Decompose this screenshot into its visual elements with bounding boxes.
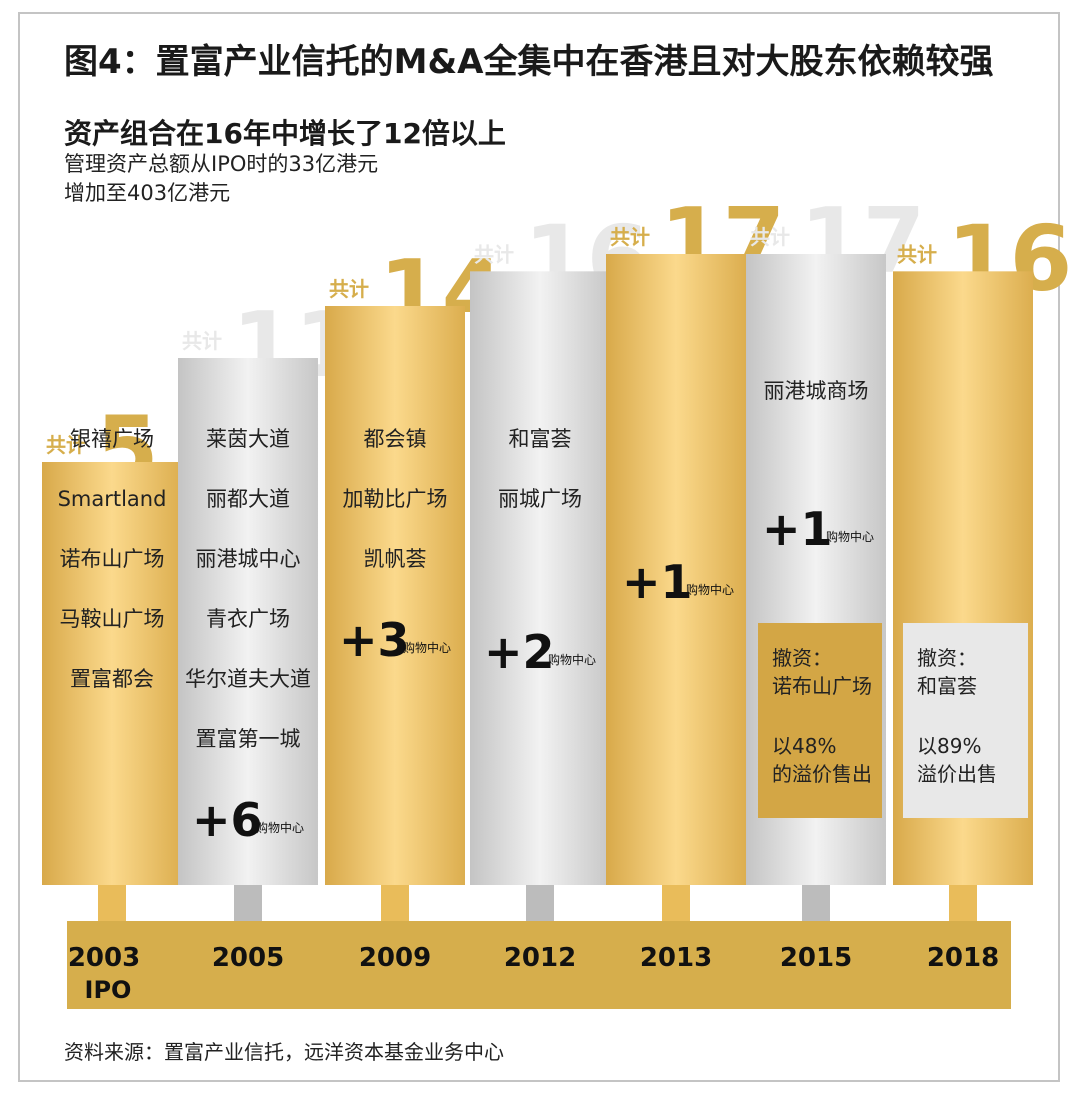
change-value-2013: +1	[622, 555, 693, 609]
axis-sublabel-2003: IPO	[85, 976, 132, 1004]
divest-text: 以89%	[917, 734, 981, 758]
change-value-2012: +2	[484, 625, 555, 679]
chart-title: 图4：置富产业信托的M&A全集中在香港且对大股东依赖较强	[64, 42, 994, 82]
total-prefix-2015: 共计	[750, 225, 790, 249]
asset-label: 莱茵大道	[206, 427, 290, 451]
axis-year-2003: 2003	[68, 943, 140, 973]
bar-2005	[178, 358, 318, 885]
asset-label: 置富第一城	[196, 727, 301, 751]
asset-label: 丽港城商场	[764, 379, 869, 403]
asset-label: 凯帆荟	[364, 547, 427, 571]
bar-stem-2005	[234, 885, 262, 925]
asset-label: 丽城广场	[498, 487, 582, 511]
asset-label: 马鞍山广场	[60, 607, 165, 631]
divest-text: 诺布山广场	[772, 674, 872, 698]
bar-2009	[325, 306, 465, 885]
bar-2013	[606, 254, 746, 885]
asset-label: 丽港城中心	[196, 547, 301, 571]
axis-year-2015: 2015	[780, 943, 852, 973]
chart-description: 管理资产总额从IPO时的33亿港元 增加至403亿港元	[64, 150, 378, 208]
bar-stem-2018	[949, 885, 977, 925]
total-prefix-2012: 共计	[474, 242, 514, 266]
bar-stem-2009	[381, 885, 409, 925]
change-unit-2009: 购物中心	[403, 640, 451, 655]
chart-frame	[18, 12, 1060, 1082]
asset-label: 都会镇	[364, 427, 427, 451]
bar-stem-2013	[662, 885, 690, 925]
total-prefix-2009: 共计	[329, 277, 369, 301]
bar-stem-2012	[526, 885, 554, 925]
divest-box-2018	[903, 623, 1028, 818]
change-unit-2013: 购物中心	[686, 582, 734, 597]
source-note: 资料来源：置富产业信托，远洋资本基金业务中心	[64, 1040, 504, 1064]
asset-label: 加勒比广场	[343, 487, 448, 511]
description-line-1: 管理资产总额从IPO时的33亿港元	[64, 152, 379, 176]
axis-year-2005: 2005	[212, 943, 284, 973]
change-unit-2012: 购物中心	[548, 652, 596, 667]
asset-label: 华尔道夫大道	[185, 667, 311, 691]
change-value-2015: +1	[762, 502, 833, 556]
axis-year-2018: 2018	[927, 943, 999, 973]
divest-text: 以48%	[772, 734, 836, 758]
axis-year-2013: 2013	[640, 943, 712, 973]
asset-label: 和富荟	[509, 427, 572, 451]
divest-text: 撤资：	[917, 646, 977, 670]
divest-text: 的溢价售出	[772, 762, 872, 786]
divest-box-2015	[758, 623, 882, 818]
asset-label: 诺布山广场	[60, 547, 165, 571]
chart-subtitle: 资产组合在16年中增长了12倍以上	[64, 117, 506, 150]
asset-label: 银禧广场	[70, 427, 154, 451]
bar-stem-2015	[802, 885, 830, 925]
change-unit-2015: 购物中心	[826, 529, 874, 544]
timeline-axis	[67, 921, 1011, 1009]
total-prefix-2013: 共计	[610, 225, 650, 249]
bar-2012	[470, 271, 610, 885]
total-prefix-2018: 共计	[897, 242, 937, 266]
asset-label: 置富都会	[70, 667, 154, 691]
divest-text: 撤资：	[772, 646, 832, 670]
axis-year-2012: 2012	[504, 943, 576, 973]
axis-year-2009: 2009	[359, 943, 431, 973]
bar-stem-2003	[98, 885, 126, 925]
total-prefix-2003: 共计	[46, 433, 86, 457]
bar-2003	[42, 462, 182, 885]
change-unit-2005: 购物中心	[256, 820, 304, 835]
asset-label: Smartland	[58, 487, 167, 511]
change-value-2009: +3	[339, 613, 410, 667]
divest-text: 和富荟	[917, 674, 977, 698]
asset-label: 青衣广场	[206, 607, 290, 631]
asset-label: 丽都大道	[206, 487, 290, 511]
change-value-2005: +6	[192, 793, 263, 847]
divest-text: 溢价出售	[917, 762, 997, 786]
description-line-2: 增加至403亿港元	[64, 181, 231, 205]
total-prefix-2005: 共计	[182, 329, 222, 353]
